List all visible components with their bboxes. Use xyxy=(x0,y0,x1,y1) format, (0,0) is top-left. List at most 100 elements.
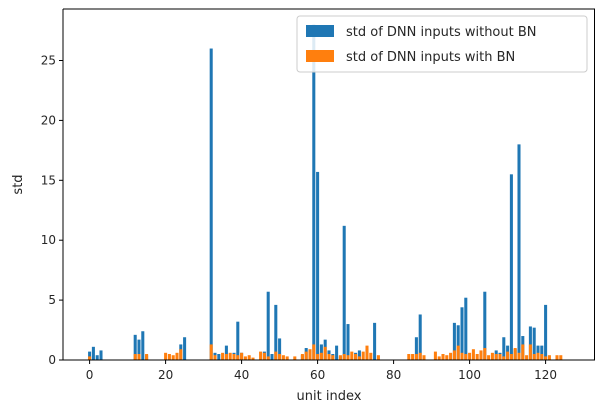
x-tick-label: 40 xyxy=(234,368,249,382)
bar-with-bn-unit-117 xyxy=(532,354,536,360)
legend-swatch-with-bn xyxy=(306,50,334,62)
legend: std of DNN inputs without BN std of DNN … xyxy=(296,15,588,73)
bar-with-bn-unit-47 xyxy=(266,356,270,360)
bar-without-bn-unit-97 xyxy=(456,325,460,360)
y-tick-label: 20 xyxy=(41,113,56,127)
bar-without-bn-unit-61 xyxy=(319,344,323,360)
bar-with-bn-unit-99 xyxy=(464,354,468,360)
bar-with-bn-unit-33 xyxy=(213,355,217,360)
legend-label-with-bn: std of DNN inputs with BN xyxy=(346,50,515,65)
bar-with-bn-unit-59 xyxy=(312,344,316,360)
x-tick-label: 0 xyxy=(86,368,94,382)
bar-with-bn-unit-45 xyxy=(259,351,263,360)
bar-with-bn-unit-58 xyxy=(308,349,312,360)
bar-with-bn-unit-88 xyxy=(422,355,426,360)
bar-with-bn-unit-52 xyxy=(285,356,289,360)
bar-without-bn-unit-49 xyxy=(274,304,278,360)
bar-with-bn-unit-38 xyxy=(232,354,236,360)
bar-without-bn-unit-1 xyxy=(91,346,95,360)
bar-with-bn-unit-23 xyxy=(175,352,179,360)
bar-with-bn-unit-123 xyxy=(555,355,559,360)
bar-with-bn-unit-84 xyxy=(407,354,411,360)
bar-with-bn-unit-66 xyxy=(338,355,342,360)
x-tick-label: 120 xyxy=(534,368,557,382)
bar-without-bn-unit-34 xyxy=(217,354,221,360)
bar-without-bn-unit-0 xyxy=(88,351,92,360)
bar-with-bn-unit-63 xyxy=(327,354,331,360)
bar-without-bn-unit-32 xyxy=(209,48,213,360)
bar-with-bn-unit-108 xyxy=(498,354,502,360)
bar-with-bn-unit-68 xyxy=(346,355,350,360)
bar-with-bn-unit-60 xyxy=(316,354,320,360)
bar-with-bn-unit-118 xyxy=(536,352,540,360)
y-tick-label: 15 xyxy=(41,173,56,187)
bar-with-bn-unit-42 xyxy=(247,355,251,360)
bar-without-bn-unit-3 xyxy=(99,350,103,360)
bar-with-bn-unit-32 xyxy=(209,344,213,360)
bar-with-bn-unit-56 xyxy=(300,354,304,360)
bar-without-bn-unit-117 xyxy=(532,327,536,360)
bar-without-bn-unit-71 xyxy=(357,350,361,360)
bar-with-bn-unit-100 xyxy=(468,352,472,360)
bar-with-bn-unit-115 xyxy=(525,355,529,360)
bar-with-bn-unit-69 xyxy=(350,351,354,360)
bar-with-bn-unit-105 xyxy=(487,355,491,360)
y-tick-label: 0 xyxy=(48,353,56,367)
bar-without-bn-unit-68 xyxy=(346,324,350,360)
bar-with-bn-unit-113 xyxy=(517,352,521,360)
bar-without-bn-unit-96 xyxy=(452,322,456,360)
bar-with-bn-unit-51 xyxy=(281,355,285,360)
legend-label-without-bn: std of DNN inputs without BN xyxy=(346,25,537,40)
bar-without-bn-unit-59 xyxy=(312,24,316,360)
bar-without-bn-unit-25 xyxy=(183,337,187,360)
axes-layer: 0 20 40 60 80 100 120 0 5 10 15 20 25 xyxy=(41,8,595,382)
bar-with-bn-unit-12 xyxy=(133,354,137,360)
bar-with-bn-unit-20 xyxy=(164,352,168,360)
bar-with-bn-unit-61 xyxy=(319,352,323,360)
legend-swatch-without-bn xyxy=(306,25,334,37)
bar-with-bn-unit-70 xyxy=(354,354,358,360)
bar-with-bn-unit-106 xyxy=(490,352,494,360)
bar-without-bn-unit-39 xyxy=(236,321,240,360)
bar-with-bn-unit-109 xyxy=(502,356,506,360)
bar-without-bn-unit-47 xyxy=(266,291,270,360)
y-tick-label: 5 xyxy=(48,293,56,307)
bar-without-bn-unit-111 xyxy=(509,174,513,360)
bar-without-bn-unit-98 xyxy=(460,307,464,360)
bar-without-bn-unit-109 xyxy=(502,337,506,360)
bar-with-bn-unit-64 xyxy=(331,355,335,360)
bar-with-bn-unit-67 xyxy=(342,354,346,360)
bar-with-bn-unit-37 xyxy=(228,352,232,360)
bar-with-bn-unit-0 xyxy=(88,356,92,360)
bar-without-bn-unit-60 xyxy=(316,171,320,360)
bar-without-bn-unit-120 xyxy=(544,304,548,360)
x-tick-label: 100 xyxy=(458,368,481,382)
x-axis-label: unit index xyxy=(297,389,362,404)
bar-with-bn-unit-96 xyxy=(452,350,456,360)
bar-with-bn-unit-39 xyxy=(236,355,240,360)
bar-with-bn-unit-85 xyxy=(411,354,415,360)
bar-without-bn-unit-14 xyxy=(141,331,145,360)
bar-with-bn-unit-35 xyxy=(221,352,225,360)
bar-with-bn-unit-98 xyxy=(460,352,464,360)
bar-with-bn-unit-74 xyxy=(369,352,373,360)
bar-with-bn-unit-76 xyxy=(376,355,380,360)
bar-with-bn-unit-46 xyxy=(262,352,266,360)
bar-with-bn-unit-41 xyxy=(243,356,247,360)
y-axis-label: std xyxy=(11,174,26,194)
bar-with-bn-unit-57 xyxy=(304,351,308,360)
bar-with-bn-unit-49 xyxy=(274,351,278,360)
bar-without-bn-unit-50 xyxy=(278,338,282,360)
bar-with-bn-unit-111 xyxy=(509,354,513,360)
bar-with-bn-unit-43 xyxy=(251,357,255,360)
bar-with-bn-unit-21 xyxy=(167,354,171,360)
bar-with-bn-unit-86 xyxy=(414,354,418,360)
bar-with-bn-unit-102 xyxy=(475,354,479,360)
bar-with-bn-unit-50 xyxy=(278,354,282,360)
bar-with-bn-unit-87 xyxy=(418,352,422,360)
bar-with-bn-unit-104 xyxy=(483,348,487,360)
bar-with-bn-unit-116 xyxy=(528,344,532,360)
bar-without-bn-unit-99 xyxy=(464,297,468,360)
bar-with-bn-unit-110 xyxy=(506,351,510,360)
bar-with-bn-unit-112 xyxy=(513,348,517,360)
